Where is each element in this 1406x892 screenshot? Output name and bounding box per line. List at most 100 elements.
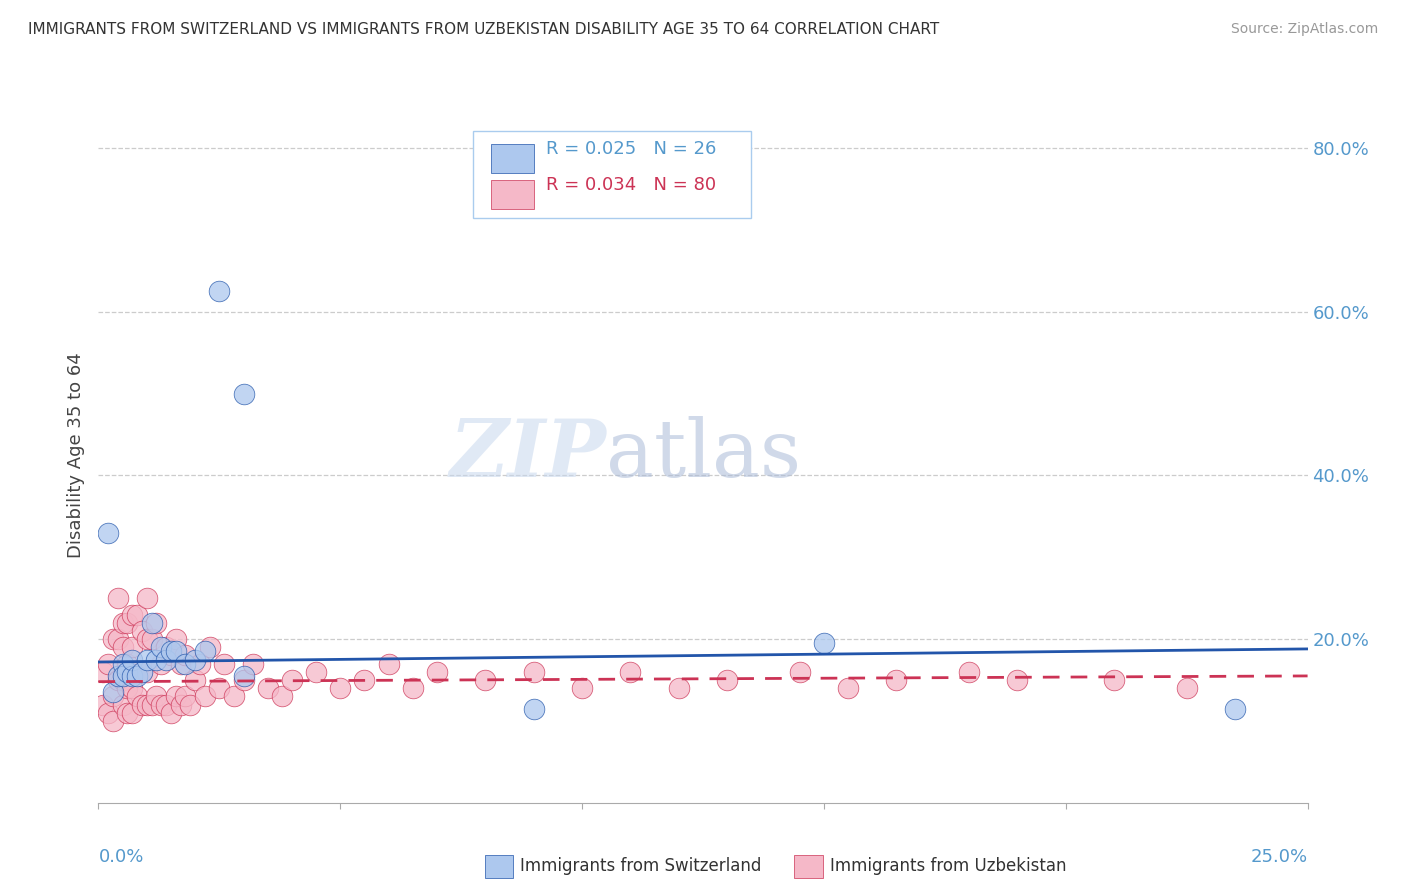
Point xyxy=(121,669,143,683)
Point xyxy=(107,632,129,646)
Point xyxy=(160,648,183,663)
Point xyxy=(198,640,221,655)
Point xyxy=(150,640,173,655)
Point xyxy=(111,640,134,655)
Point xyxy=(179,698,201,712)
Point xyxy=(141,632,163,646)
Point xyxy=(117,681,139,696)
Point xyxy=(668,681,690,696)
Point xyxy=(232,669,254,683)
Point xyxy=(121,607,143,622)
Text: R = 0.034   N = 80: R = 0.034 N = 80 xyxy=(546,176,716,194)
Point xyxy=(145,690,167,704)
Point xyxy=(155,640,177,655)
Point xyxy=(1223,701,1246,715)
Point xyxy=(208,681,231,696)
Point xyxy=(101,714,124,728)
Point xyxy=(145,615,167,630)
Point xyxy=(91,665,114,679)
Point xyxy=(174,657,197,671)
Point xyxy=(837,681,859,696)
Point xyxy=(169,698,191,712)
Point xyxy=(145,652,167,666)
Point xyxy=(135,652,157,666)
Point xyxy=(523,665,546,679)
Point xyxy=(155,698,177,712)
Point xyxy=(1007,673,1029,687)
Point xyxy=(184,673,207,687)
Point xyxy=(111,669,134,683)
Text: ZIP: ZIP xyxy=(450,417,606,493)
Point xyxy=(127,690,149,704)
Point xyxy=(101,685,124,699)
Point xyxy=(523,701,546,715)
Point xyxy=(169,657,191,671)
Point xyxy=(174,648,197,663)
Point xyxy=(107,591,129,606)
Point xyxy=(131,624,153,638)
Point xyxy=(426,665,449,679)
FancyBboxPatch shape xyxy=(474,131,751,219)
Point xyxy=(165,632,187,646)
Point xyxy=(111,615,134,630)
Point xyxy=(716,673,738,687)
Point xyxy=(174,690,197,704)
Point xyxy=(188,657,211,671)
Point xyxy=(212,657,235,671)
Point xyxy=(135,698,157,712)
Point xyxy=(97,657,120,671)
Point xyxy=(256,681,278,696)
Point xyxy=(131,698,153,712)
Point xyxy=(117,657,139,671)
Point xyxy=(127,665,149,679)
Text: Immigrants from Uzbekistan: Immigrants from Uzbekistan xyxy=(830,857,1066,875)
Point xyxy=(160,706,183,720)
Point xyxy=(127,607,149,622)
Point xyxy=(121,652,143,666)
Text: Source: ZipAtlas.com: Source: ZipAtlas.com xyxy=(1230,22,1378,37)
Text: R = 0.025   N = 26: R = 0.025 N = 26 xyxy=(546,140,716,158)
Point xyxy=(208,284,231,298)
Point xyxy=(160,644,183,658)
Point xyxy=(474,673,496,687)
Point xyxy=(789,665,811,679)
Point xyxy=(141,615,163,630)
Point xyxy=(121,640,143,655)
Point xyxy=(329,681,352,696)
Text: IMMIGRANTS FROM SWITZERLAND VS IMMIGRANTS FROM UZBEKISTAN DISABILITY AGE 35 TO 6: IMMIGRANTS FROM SWITZERLAND VS IMMIGRANT… xyxy=(28,22,939,37)
Point xyxy=(101,632,124,646)
Point xyxy=(107,673,129,687)
Point xyxy=(131,665,153,679)
Point xyxy=(377,657,399,671)
Point xyxy=(242,657,264,671)
Point xyxy=(91,698,114,712)
Point xyxy=(141,698,163,712)
Point xyxy=(194,690,217,704)
Point xyxy=(155,652,177,666)
Point xyxy=(111,673,134,687)
Point xyxy=(121,681,143,696)
Text: 0.0%: 0.0% xyxy=(98,847,143,866)
Point xyxy=(194,644,217,658)
Text: Immigrants from Switzerland: Immigrants from Switzerland xyxy=(520,857,762,875)
Point xyxy=(165,690,187,704)
Point xyxy=(135,591,157,606)
Point xyxy=(117,706,139,720)
Point xyxy=(619,665,641,679)
Point xyxy=(571,681,593,696)
Point xyxy=(117,665,139,679)
Point xyxy=(402,681,425,696)
Point xyxy=(111,698,134,712)
FancyBboxPatch shape xyxy=(492,144,534,173)
Point xyxy=(127,669,149,683)
Point xyxy=(121,706,143,720)
Point xyxy=(97,706,120,720)
Text: atlas: atlas xyxy=(606,416,801,494)
Point xyxy=(150,657,173,671)
Point xyxy=(135,665,157,679)
Point xyxy=(150,698,173,712)
Point xyxy=(813,636,835,650)
FancyBboxPatch shape xyxy=(492,180,534,210)
Point xyxy=(117,615,139,630)
Point xyxy=(107,669,129,683)
